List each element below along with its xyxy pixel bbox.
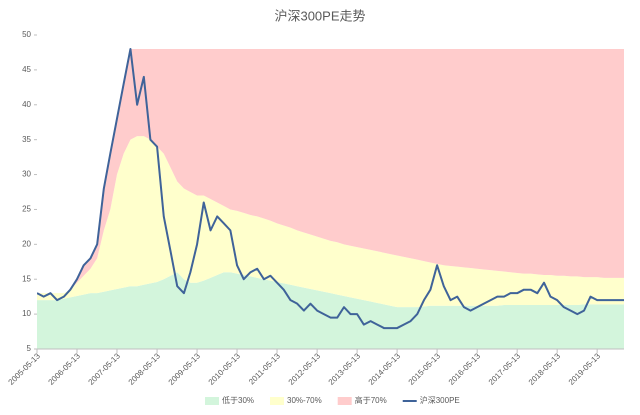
y-tick-label: 40	[22, 100, 31, 109]
legend-swatch	[205, 397, 219, 405]
legend: 低于30% 30%-70% 高于70% 沪深300PE	[205, 395, 460, 405]
x-tick-label: 2007-05-13	[87, 351, 123, 387]
y-tick-label: 20	[22, 239, 31, 248]
y-tick-label: 30	[22, 170, 31, 179]
legend-swatch	[337, 397, 352, 405]
x-tick-label: 2015-05-13	[407, 351, 443, 387]
area	[37, 48, 624, 294]
plot-area	[37, 47, 624, 349]
y-tick-label: 5	[27, 344, 32, 353]
x-tick-label: 2019-05-13	[567, 351, 603, 387]
y-tick-label: 10	[22, 309, 31, 318]
y-tick-label: 25	[22, 205, 31, 214]
x-tick-label: 2013-05-13	[327, 351, 363, 387]
line	[37, 47, 624, 330]
y-tick-label: 45	[22, 65, 31, 74]
legend-label: 30%-70%	[287, 396, 322, 405]
legend-label: 低于30%	[222, 395, 254, 405]
y-tick-label: 35	[22, 135, 31, 144]
chart-title: 沪深300PE走势	[274, 8, 365, 23]
x-tick-label: 2011-05-13	[247, 351, 282, 386]
x-tick-label: 2010-05-13	[207, 351, 243, 387]
legend-label: 沪深300PE	[420, 395, 460, 405]
y-tick-label: 15	[22, 274, 31, 283]
x-tick-label: 2014-05-13	[367, 351, 403, 387]
legend-label: 高于70%	[355, 395, 387, 405]
x-tick-label: 2012-05-13	[287, 351, 323, 387]
area	[37, 136, 624, 308]
y-tick-label: 50	[22, 30, 31, 39]
legend-swatch	[270, 397, 285, 405]
x-tick-label: 2018-05-13	[527, 351, 563, 387]
x-tick-label: 2009-05-13	[167, 351, 203, 387]
x-tick-label: 2005-05-13	[7, 351, 43, 387]
x-tick-label: 2006-05-13	[47, 351, 83, 387]
x-tick-label: 2008-05-13	[127, 351, 163, 387]
x-tick-label: 2017-05-13	[487, 351, 523, 387]
x-tick-label: 2016-05-13	[447, 351, 483, 387]
